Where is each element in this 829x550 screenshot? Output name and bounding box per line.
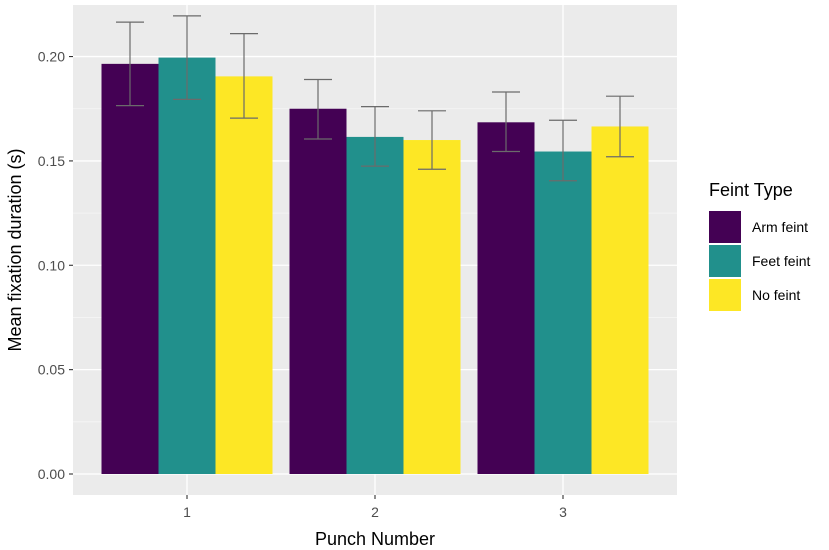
bar-feet-feint-3: [534, 151, 592, 474]
y-tick-label: 0.10: [38, 257, 65, 273]
bar-feet-feint-2: [346, 136, 404, 474]
bar-arm-feint-3: [477, 122, 535, 474]
legend-label: Arm feint: [752, 219, 808, 235]
x-tick-label: 2: [371, 504, 379, 520]
error-bars: [116, 15, 634, 182]
error-bar: [606, 95, 634, 158]
bar-no-feint-2: [403, 140, 461, 474]
legend-label: No feint: [752, 287, 800, 303]
error-bar: [361, 106, 389, 167]
error-bar: [230, 32, 258, 119]
y-tick-label: 0.05: [38, 362, 65, 378]
bars: [101, 57, 649, 475]
x-axis-title: Punch Number: [315, 529, 435, 549]
legend-title: Feint Type: [709, 180, 793, 200]
y-tick-label: 0.15: [38, 153, 65, 169]
y-axis-title: Mean fixation duration (s): [5, 148, 25, 351]
error-bar: [418, 110, 446, 170]
error-bar: [116, 21, 144, 107]
x-axis: 1 2 3: [183, 495, 567, 520]
legend-swatch: [709, 279, 741, 311]
error-bar: [304, 78, 332, 140]
y-tick-label: 0.00: [38, 466, 65, 482]
bar-no-feint-1: [215, 76, 273, 474]
error-bar: [492, 91, 520, 153]
y-tick-label: 0.20: [38, 49, 65, 65]
legend-swatch: [709, 211, 741, 243]
bar-no-feint-3: [591, 126, 649, 475]
error-bar: [549, 119, 577, 182]
legend-label: Feet feint: [752, 253, 810, 269]
x-tick-label: 3: [559, 504, 567, 520]
legend: Feint Type Arm feint Feet feint No feint: [709, 180, 810, 311]
bar-arm-feint-2: [289, 108, 347, 474]
x-tick-label: 1: [183, 504, 191, 520]
error-bar: [173, 15, 201, 100]
y-axis: 0.00 0.05 0.10 0.15 0.20: [38, 49, 73, 482]
bar-arm-feint-1: [101, 63, 159, 475]
bar-feet-feint-1: [158, 57, 216, 474]
legend-swatch: [709, 245, 741, 277]
